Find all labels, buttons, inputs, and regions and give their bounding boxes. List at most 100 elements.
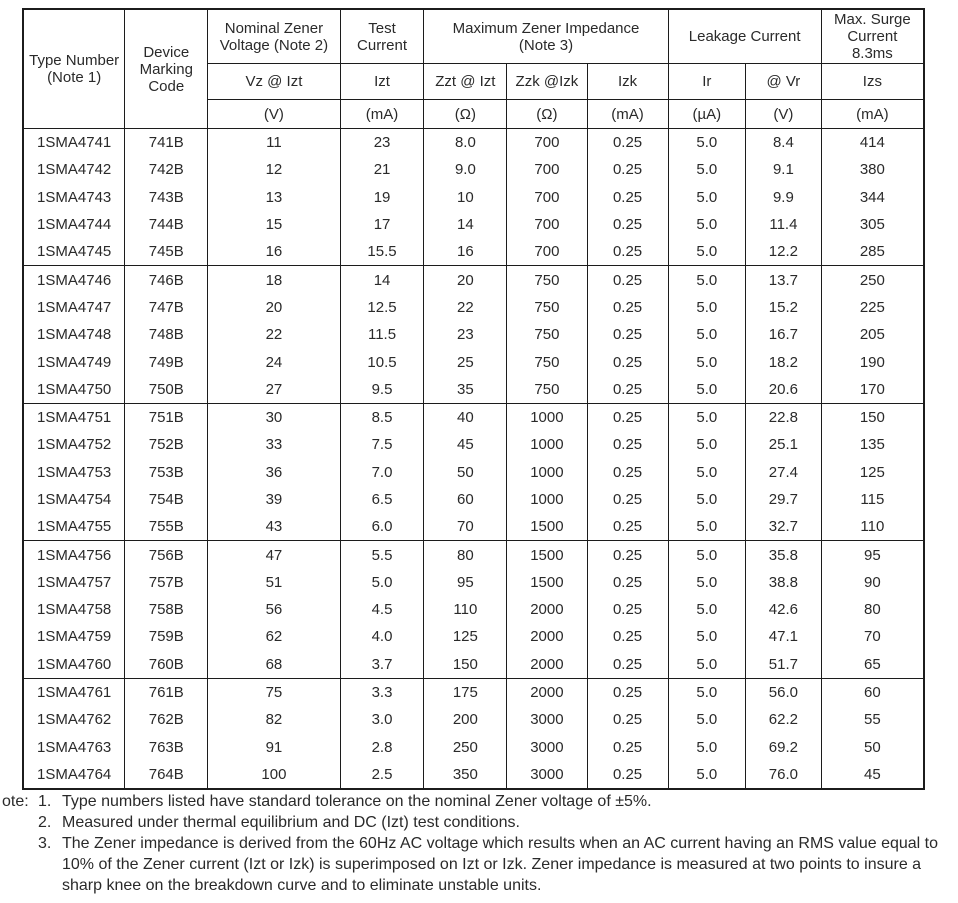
table-cell: 17 bbox=[339, 210, 425, 239]
table-row: 1SMA4752 752B 33 7.5 45 1000 0.25 5.0 25.1 135 bbox=[22, 431, 925, 459]
table-cell: 0.25 bbox=[586, 650, 669, 679]
table-cell: 5.0 bbox=[667, 485, 747, 514]
table-cell: 62.2 bbox=[745, 706, 822, 734]
table-cell: 4.0 bbox=[339, 623, 425, 651]
table-cell: 10 bbox=[423, 183, 508, 211]
table-cell: 752B bbox=[124, 431, 209, 459]
table-cell: 0.25 bbox=[586, 293, 669, 322]
table-cell: 0.25 bbox=[586, 128, 669, 157]
header-group-row: Type Number (Note 1) Device Marking Code… bbox=[22, 8, 925, 129]
table-cell: 135 bbox=[820, 431, 925, 459]
table-cell: 762B bbox=[124, 706, 209, 734]
table-cell: 5.0 bbox=[667, 348, 747, 376]
table-cell: 39 bbox=[207, 485, 341, 514]
table-cell: 305 bbox=[820, 210, 925, 239]
table-cell: 751B bbox=[124, 402, 209, 432]
table-cell: 62 bbox=[207, 623, 341, 651]
table-cell: 65 bbox=[820, 650, 925, 679]
table-cell: 1SMA4742 bbox=[22, 156, 126, 184]
col-symbol-vr: @ Vr bbox=[745, 63, 822, 100]
table-cell: 8.4 bbox=[745, 128, 822, 157]
col-header-nominal-zener-voltage: Nominal Zener Voltage (Note 2) bbox=[207, 8, 341, 64]
table-cell: 1SMA4753 bbox=[22, 458, 126, 486]
note-text: Measured under thermal equilibrium and D… bbox=[62, 814, 520, 831]
table-cell: 414 bbox=[820, 128, 925, 157]
table-cell: 90 bbox=[820, 568, 925, 597]
table-cell: 2000 bbox=[506, 623, 588, 651]
table-cell: 1500 bbox=[506, 513, 588, 541]
table-cell: 50 bbox=[820, 733, 925, 761]
table-cell: 5.5 bbox=[339, 540, 425, 569]
table-cell: 1000 bbox=[506, 485, 588, 514]
table-cell: 747B bbox=[124, 293, 209, 322]
note-text: Type numbers listed have standard tolera… bbox=[62, 793, 652, 810]
table-cell: 7.0 bbox=[339, 458, 425, 486]
col-symbol-izt: Izt bbox=[339, 63, 425, 100]
table-cell: 23 bbox=[423, 321, 508, 349]
table-cell: 760B bbox=[124, 650, 209, 679]
table-cell: 20 bbox=[207, 293, 341, 322]
table-cell: 1SMA4762 bbox=[22, 706, 126, 734]
table-cell: 24 bbox=[207, 348, 341, 376]
table-cell: 1000 bbox=[506, 458, 588, 486]
table-cell: 1SMA4749 bbox=[22, 348, 126, 376]
table-cell: 746B bbox=[124, 265, 209, 294]
col-unit-izk: (mA) bbox=[586, 99, 669, 129]
table-cell: 350 bbox=[423, 760, 508, 790]
table-cell: 125 bbox=[820, 458, 925, 486]
table-cell: 742B bbox=[124, 156, 209, 184]
table-cell: 80 bbox=[423, 540, 508, 569]
table-cell: 750 bbox=[506, 348, 588, 376]
table-row: 1SMA4758 758B 56 4.5 110 2000 0.25 5.0 42.6 80 bbox=[22, 596, 925, 624]
table-cell: 0.25 bbox=[586, 183, 669, 211]
table-row: 1SMA4764 764B 100 2.5 350 3000 0.25 5.0 76.0 45 bbox=[22, 760, 925, 790]
table-cell: 33 bbox=[207, 431, 341, 459]
table-row: 1SMA4760 760B 68 3.7 150 2000 0.25 5.0 51.7 65 bbox=[22, 650, 925, 679]
table-cell: 0.25 bbox=[586, 375, 669, 404]
table-row: 1SMA4743 743B 13 19 10 700 0.25 5.0 9.9 344 bbox=[22, 183, 925, 211]
table-cell: 5.0 bbox=[667, 540, 747, 569]
table-cell: 3.7 bbox=[339, 650, 425, 679]
table-cell: 0.25 bbox=[586, 265, 669, 294]
notes-label: ote: bbox=[2, 793, 29, 810]
table-cell: 0.25 bbox=[586, 321, 669, 349]
table-cell: 753B bbox=[124, 458, 209, 486]
table-row: 1SMA4748 748B 22 11.5 23 750 0.25 5.0 16.7 205 bbox=[22, 321, 925, 349]
note-item: 1. Type numbers listed have standard tole… bbox=[38, 791, 940, 812]
table-cell: 0.25 bbox=[586, 568, 669, 597]
table-cell: 100 bbox=[207, 760, 341, 790]
table-cell: 3.0 bbox=[339, 706, 425, 734]
table-cell: 51.7 bbox=[745, 650, 822, 679]
table-cell: 759B bbox=[124, 623, 209, 651]
table-cell: 200 bbox=[423, 706, 508, 734]
note-item: 3. The Zener impedance is derived from th… bbox=[38, 833, 940, 896]
table-cell: 743B bbox=[124, 183, 209, 211]
table-cell: 42.6 bbox=[745, 596, 822, 624]
table-cell: 5.0 bbox=[667, 293, 747, 322]
table-cell: 13.7 bbox=[745, 265, 822, 294]
table-cell: 13 bbox=[207, 183, 341, 211]
table-row: 1SMA4747 747B 20 12.5 22 750 0.25 5.0 15.2 225 bbox=[22, 293, 925, 322]
table-cell: 38.8 bbox=[745, 568, 822, 597]
table-cell: 9.9 bbox=[745, 183, 822, 211]
table-cell: 700 bbox=[506, 156, 588, 184]
table-cell: 47 bbox=[207, 540, 341, 569]
table-cell: 1SMA4759 bbox=[22, 623, 126, 651]
table-row: 1SMA4742 742B 12 21 9.0 700 0.25 5.0 9.1 380 bbox=[22, 156, 925, 184]
table-cell: 5.0 bbox=[667, 650, 747, 679]
table-cell: 5.0 bbox=[667, 596, 747, 624]
notes-section: ote: 1. Type numbers listed have standard… bbox=[2, 791, 940, 896]
header-symbol-row: Vz @ Izt Izt Zzt @ Izt Zzk @Izk Izk Ir @… bbox=[23, 63, 925, 100]
table-cell: 5.0 bbox=[339, 568, 425, 597]
table-cell: 1000 bbox=[506, 402, 588, 432]
table-cell: 3000 bbox=[506, 733, 588, 761]
table-cell: 20 bbox=[423, 265, 508, 294]
table-cell: 56 bbox=[207, 596, 341, 624]
table-cell: 380 bbox=[820, 156, 925, 184]
table-row: 1SMA4751 751B 30 8.5 40 1000 0.25 5.0 22.8 150 bbox=[22, 402, 925, 432]
table-cell: 0.25 bbox=[586, 210, 669, 239]
table-row: 1SMA4749 749B 24 10.5 25 750 0.25 5.0 18.2 190 bbox=[22, 348, 925, 376]
table-cell: 5.0 bbox=[667, 677, 747, 707]
note-item: 2. Measured under thermal equilibrium and… bbox=[38, 812, 940, 833]
